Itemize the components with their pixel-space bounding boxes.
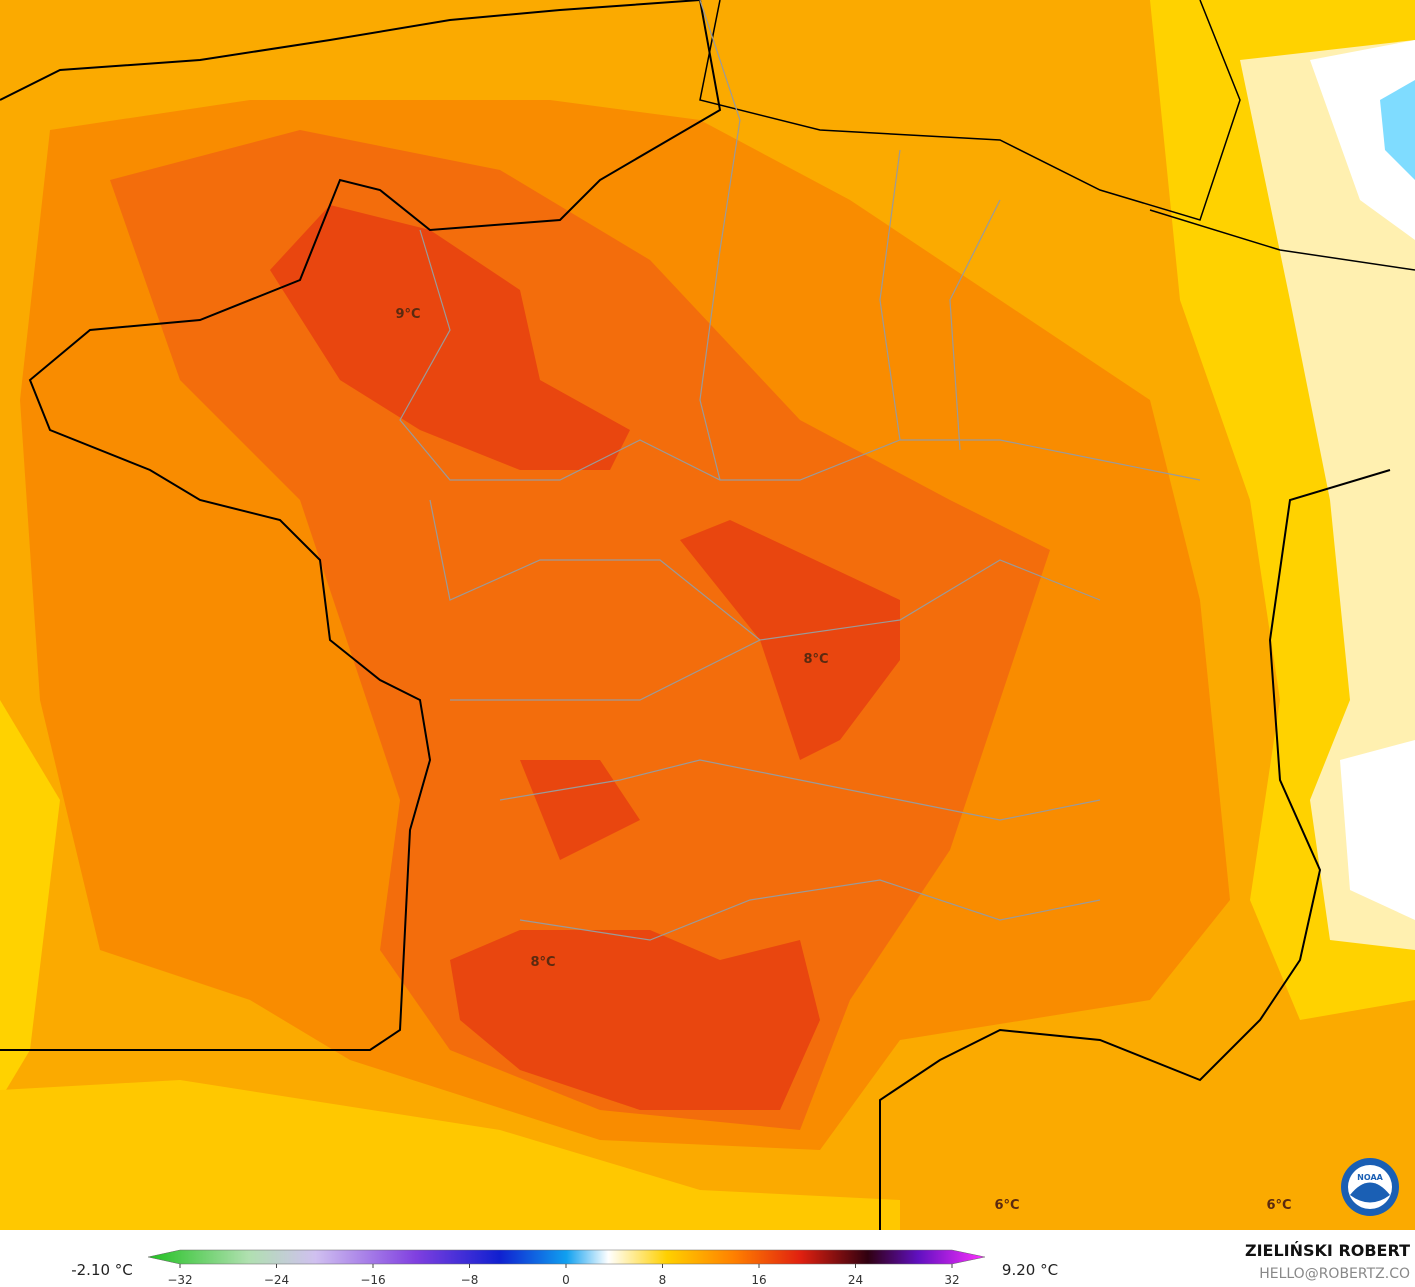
email: HELLO@ROBERTZ.CO <box>1259 1266 1410 1282</box>
colorbar <box>147 1249 986 1265</box>
min-label: -2.10 °C <box>71 1261 133 1279</box>
colorbar-tick-label: 0 <box>562 1273 570 1287</box>
contour-label: 9°C <box>395 307 420 322</box>
logo-text: NOAA <box>1357 1173 1383 1182</box>
contour-label: 6°C <box>1266 1198 1291 1213</box>
colorbar-tick-label: 8 <box>659 1273 667 1287</box>
colorbar-tick-label: −24 <box>264 1273 289 1287</box>
max-label: 9.20 °C <box>1002 1261 1058 1279</box>
contour-label: 6°C <box>994 1198 1019 1213</box>
colorbar-tick-label: −8 <box>461 1273 479 1287</box>
map <box>0 0 1415 1230</box>
colorbar-tick-label: −16 <box>360 1273 385 1287</box>
contour-label: 8°C <box>803 652 828 667</box>
noaa-logo: NOAA <box>1341 1158 1399 1216</box>
author: ZIELIŃSKI ROBERT <box>1245 1241 1410 1260</box>
colorbar-tick-label: 32 <box>944 1273 959 1287</box>
colorbar-tick-label: 16 <box>751 1273 766 1287</box>
colorbar-tick-label: 24 <box>848 1273 863 1287</box>
colorbar-tick-label: −32 <box>167 1273 192 1287</box>
contour-label: 8°C <box>530 955 555 970</box>
